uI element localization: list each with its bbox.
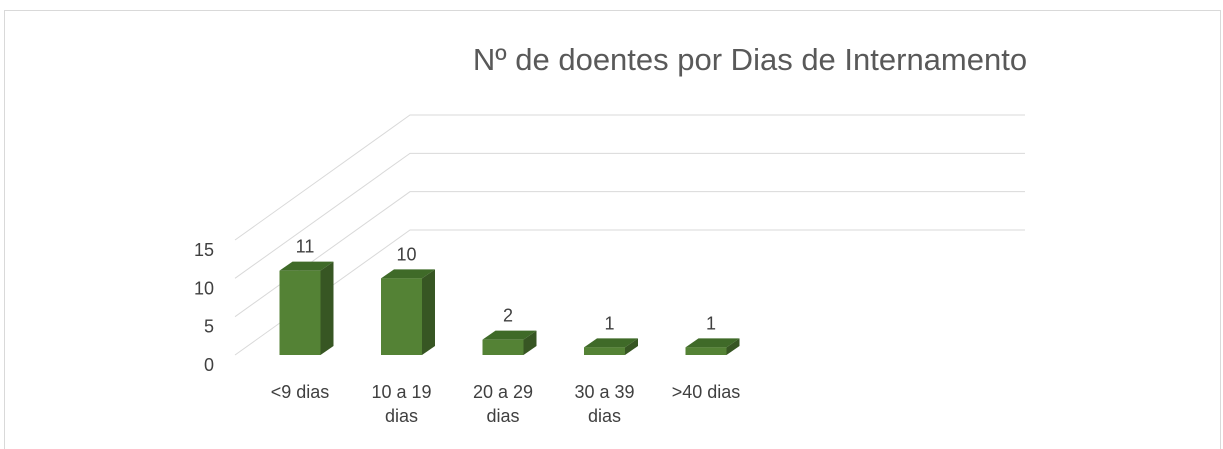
x-tick-label: <9 dias — [270, 382, 330, 402]
y-tick-label: 0 — [204, 355, 214, 375]
y-tick-label: 10 — [194, 278, 214, 298]
bar — [685, 347, 727, 355]
bar-side — [726, 338, 740, 355]
bar-top — [279, 261, 334, 271]
grid-line — [234, 114, 1025, 241]
chart-title: Nº de doentes por Dias de Internamento — [473, 42, 1027, 77]
grid-line — [234, 229, 1025, 356]
data-label: 10 — [396, 244, 416, 264]
y-tick-label: 15 — [194, 240, 214, 260]
bar-top — [685, 338, 740, 348]
x-tick-label: >40 dias — [671, 382, 741, 402]
data-label: 11 — [296, 237, 315, 257]
bar-side — [320, 261, 334, 355]
grid-line — [234, 152, 1025, 279]
bar — [584, 347, 625, 355]
x-tick-label: 30 a 39 dias — [574, 382, 635, 426]
bar-top — [482, 330, 537, 340]
bar — [381, 278, 422, 355]
bar-side — [625, 338, 638, 355]
bar-top — [584, 338, 638, 348]
bar-side — [523, 330, 537, 355]
data-label: 1 — [706, 313, 716, 333]
grid-line — [234, 191, 1025, 318]
data-label: 1 — [604, 313, 614, 333]
x-tick-label: 20 a 29 dias — [472, 382, 534, 426]
bar-top — [381, 269, 435, 279]
chart-border — [4, 10, 1221, 449]
data-label: 2 — [503, 306, 513, 326]
y-tick-label: 5 — [204, 317, 214, 337]
bar — [482, 339, 524, 355]
bar-side — [422, 269, 435, 355]
bar — [279, 270, 321, 355]
x-tick-label: 10 a 19 dias — [371, 382, 432, 426]
